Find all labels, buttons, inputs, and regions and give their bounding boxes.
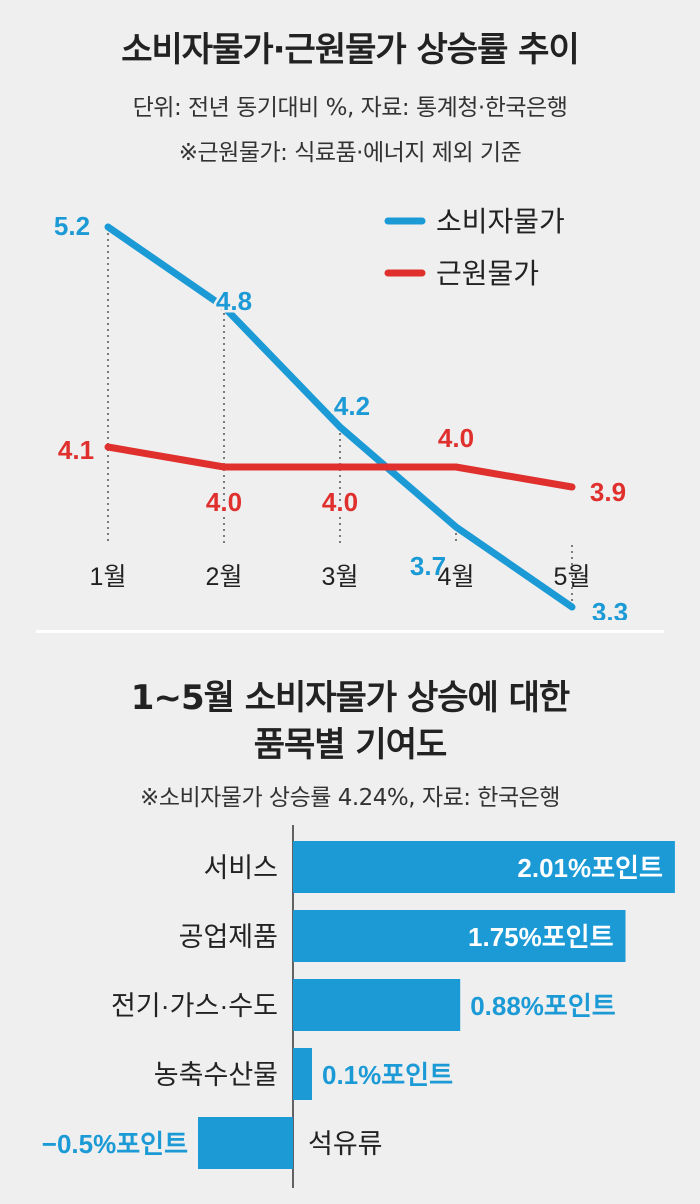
line-chart-title: 소비자물가·근원물가 상승률 추이: [121, 30, 580, 70]
core-data-label: 3.9: [590, 477, 626, 507]
cpi-data-label: 3.3: [592, 597, 628, 620]
bar: [293, 979, 461, 1031]
value-label: −0.5%포인트: [42, 1129, 188, 1159]
x-tick-label: 3월: [322, 563, 359, 591]
cpi-data-label: 3.7: [410, 551, 446, 581]
value-label: 1.75%포인트: [468, 922, 614, 952]
category-label: 공업제품: [179, 922, 278, 952]
value-label: 0.1%포인트: [322, 1060, 453, 1090]
core-data-label: 4.0: [206, 487, 242, 517]
bar: [293, 841, 675, 893]
bar: [293, 910, 626, 962]
bar: [198, 1117, 293, 1169]
bar: [293, 1048, 312, 1100]
category-label: 농축수산물: [154, 1060, 278, 1090]
legend-label: 소비자물가: [436, 206, 565, 237]
line-chart-subtitle: 단위: 전년 동기대비 %, 자료: 통계청·한국은행: [132, 95, 568, 121]
value-label: 2.01%포인트: [517, 853, 663, 883]
cpi-data-label: 4.2: [334, 391, 370, 421]
cpi-line: [104, 223, 576, 611]
section-divider: [36, 630, 664, 633]
core-data-label: 4.0: [322, 487, 358, 517]
category-label: 석유류: [308, 1129, 383, 1159]
cpi-data-label: 4.8: [216, 286, 252, 316]
bar-chart-title-line1: 1~5월 소비자물가 상승에 대한: [130, 678, 570, 718]
line-chart-note: ※근원물가: 식료품·에너지 제외 기준: [178, 140, 522, 166]
core-data-label: 4.0: [438, 423, 474, 453]
x-tick-label: 4월: [438, 563, 475, 591]
cpi-data-label: 5.2: [54, 211, 90, 241]
x-tick-label: 2월: [206, 563, 243, 591]
category-label: 서비스: [203, 853, 278, 883]
core-line: [104, 443, 576, 491]
bar-chart-note: ※소비자물가 상승률 4.24%, 자료: 한국은행: [140, 785, 560, 811]
core-data-label: 4.1: [58, 435, 94, 465]
line-chart: 5.2 4.8 4.2 3.7 3.3 4.1 4.0 4.0 4.0 3.9 1월 2월 3월 4월 5월…: [51, 206, 630, 620]
legend-label: 근원물가: [436, 258, 539, 289]
x-tick-label: 1월: [90, 563, 127, 591]
category-label: 전기·가스·수도: [111, 991, 278, 1021]
x-tick-label: 5월: [554, 563, 591, 591]
value-label: 0.88%포인트: [470, 991, 616, 1021]
bar-chart-title-line2: 품목별 기여도: [253, 725, 448, 765]
